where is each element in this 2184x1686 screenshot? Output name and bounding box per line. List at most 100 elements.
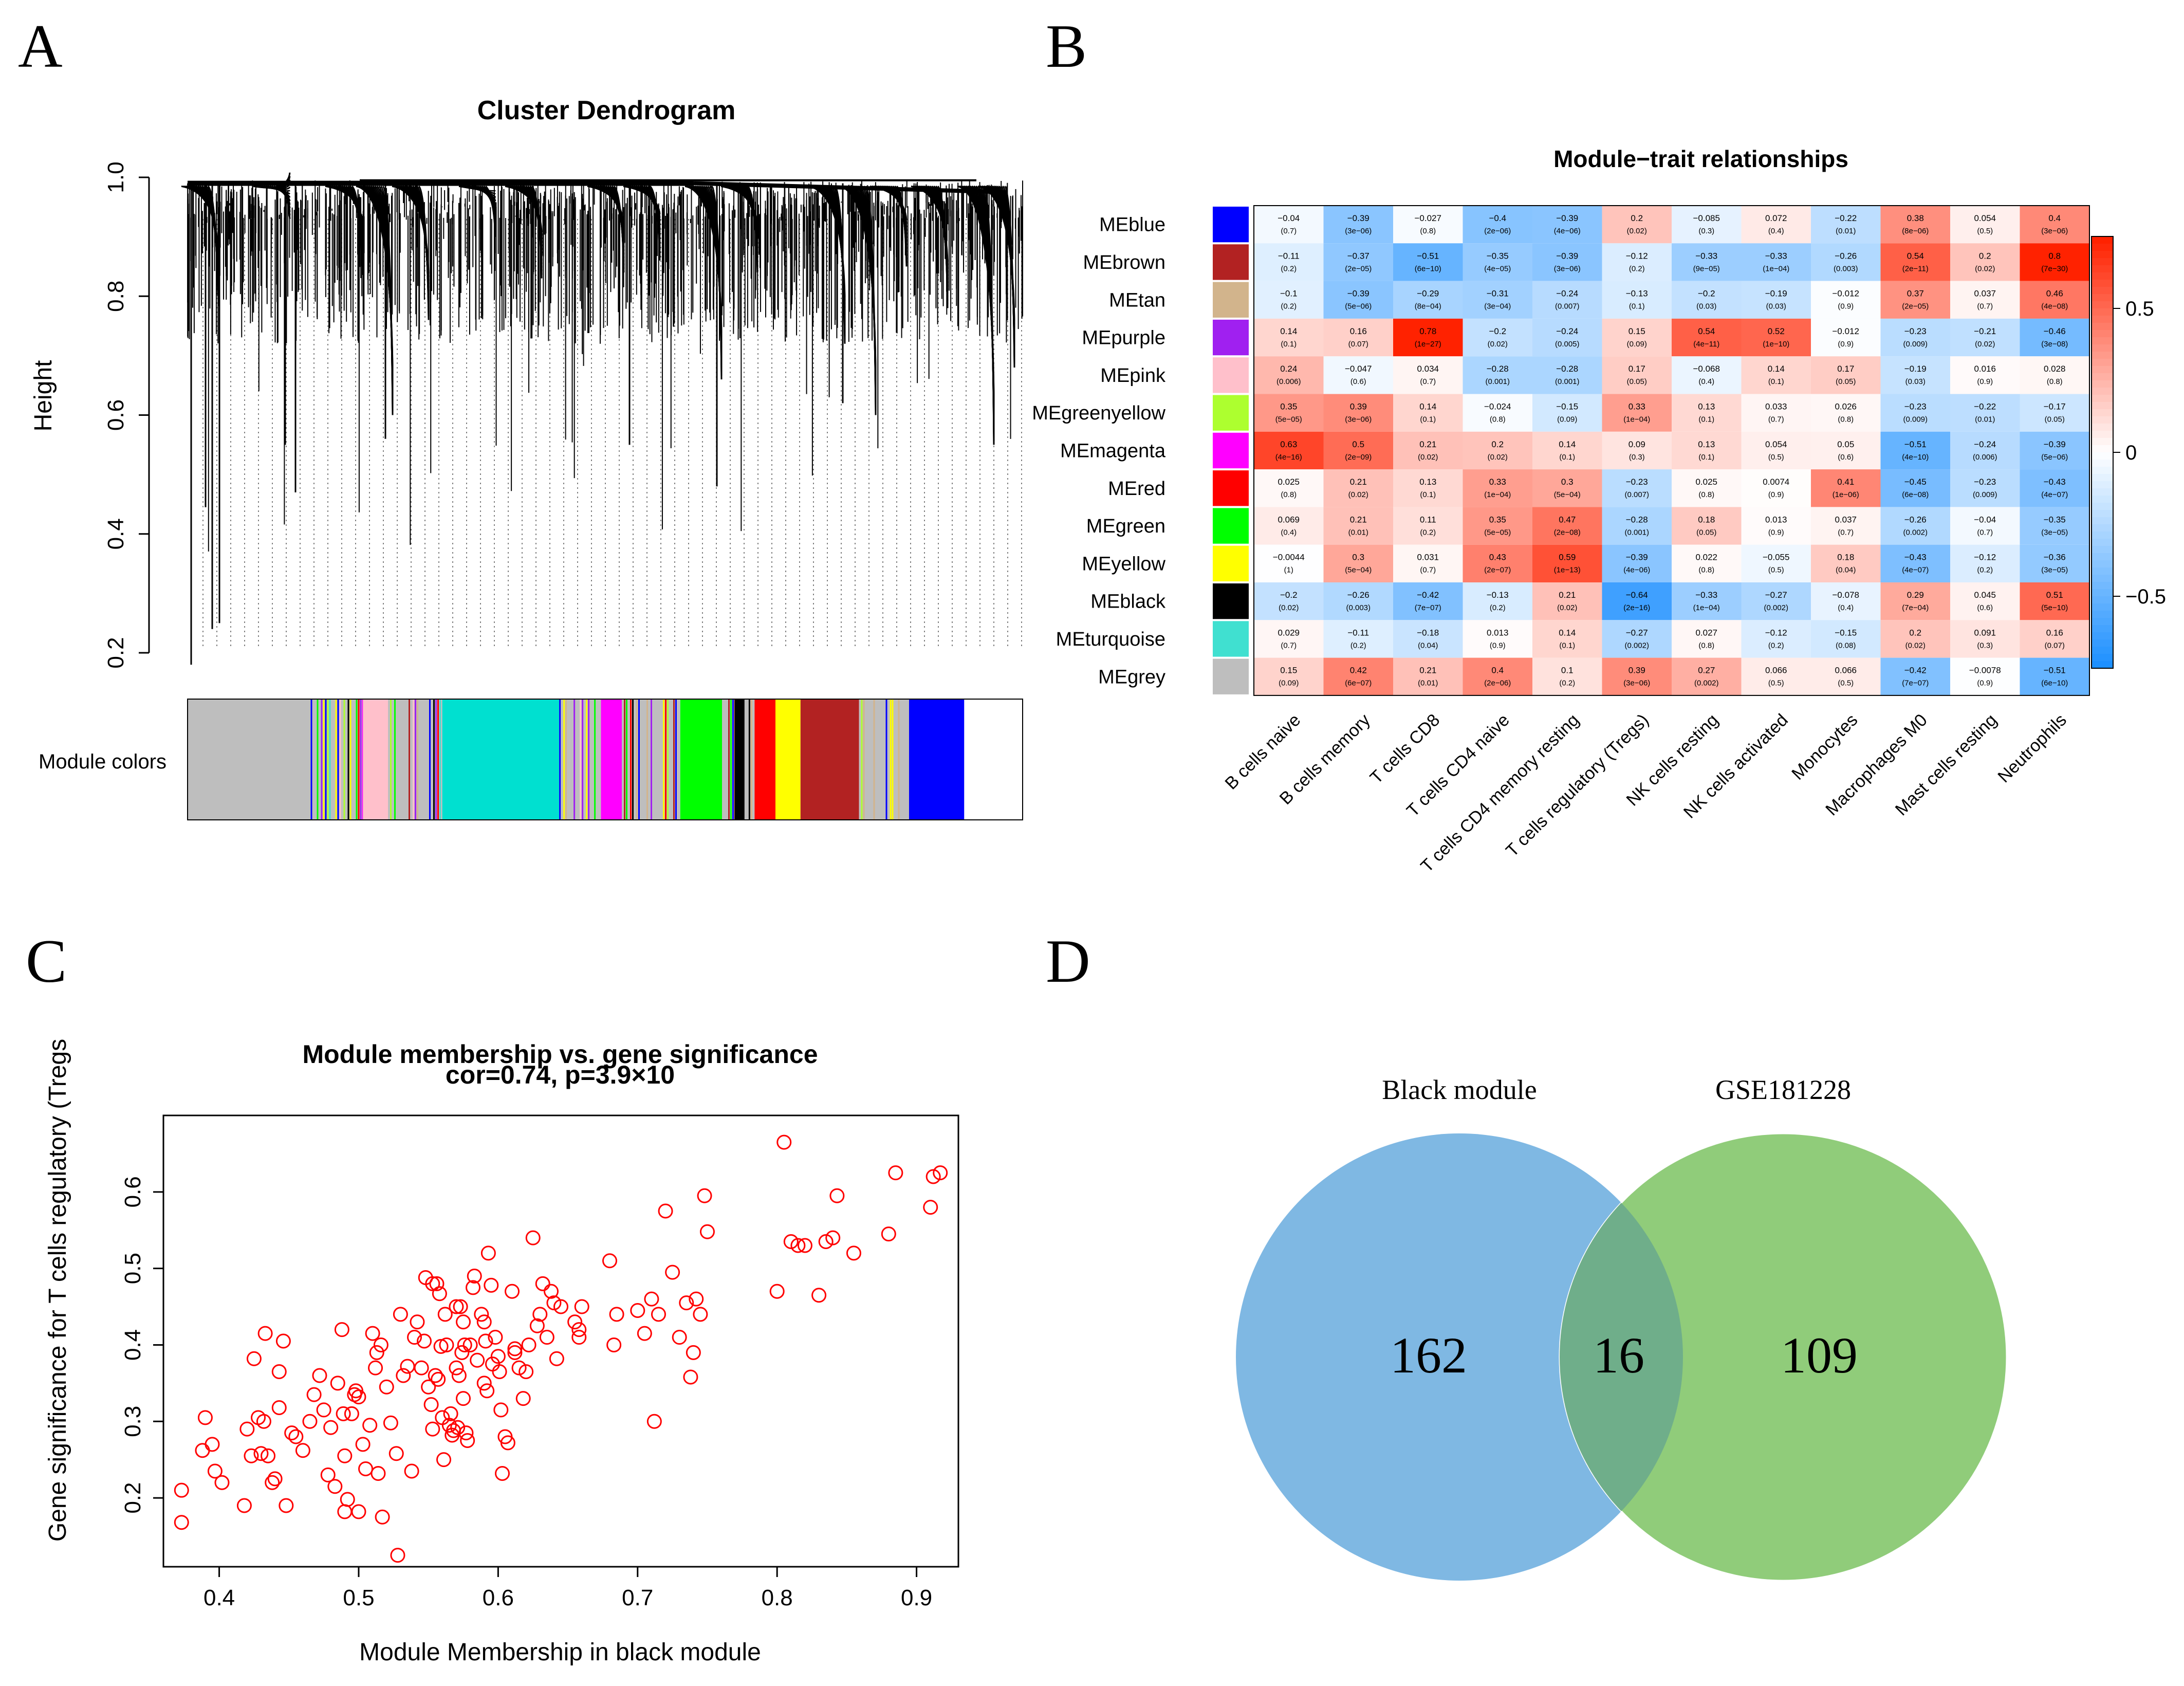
heatmap-cell: [1672, 243, 1742, 281]
module-color-segment: [586, 699, 588, 820]
legend-color-step: [2092, 567, 2113, 575]
heatmap-module-swatch: [1213, 282, 1249, 318]
heatmap-cell-pvalue: (4e−07): [2041, 490, 2068, 499]
heatmap-cell-value: 0.5: [1352, 439, 1364, 449]
heatmap-cell-value: 0.026: [1835, 402, 1857, 412]
scatter-point: [436, 1452, 452, 1468]
heatmap-cell: [1254, 544, 1324, 582]
heatmap-row-label: MEgreenyellow: [1032, 402, 1165, 424]
heatmap-cell-pvalue: (0.2): [1420, 528, 1436, 537]
module-color-segment: [310, 699, 312, 820]
heatmap-cell-value: 0.034: [1417, 364, 1439, 374]
heatmap-cell-value: 0.033: [1765, 402, 1787, 412]
heatmap-cell-value: 0.47: [1559, 515, 1576, 524]
module-color-segment: [337, 699, 339, 820]
heatmap-cell-pvalue: (0.001): [1485, 377, 1510, 386]
heatmap-cell-value: −0.23: [1904, 402, 1927, 412]
scatter-point: [549, 1351, 564, 1366]
heatmap-cell: [1811, 620, 1881, 658]
scatter-point: [466, 1280, 481, 1295]
scatter-x-tick-label: 0.8: [762, 1585, 793, 1610]
heatmap-cell-value: 0.066: [1765, 666, 1787, 675]
dendrogram-y-tick-label: 1.0: [103, 161, 128, 193]
heatmap-cell: [1323, 544, 1393, 582]
dendrogram-title: Cluster Dendrogram: [477, 96, 736, 125]
module-color-segment: [873, 699, 875, 820]
scatter-point: [926, 1169, 941, 1184]
legend-color-step: [2092, 416, 2113, 424]
heatmap-cell-value: 0.037: [1835, 515, 1857, 524]
scatter-point: [435, 1410, 450, 1425]
module-color-segment: [358, 699, 360, 820]
scatter-x-tick-label: 0.9: [901, 1585, 932, 1610]
scatter-point: [507, 1341, 523, 1357]
heatmap-cell: [1811, 507, 1881, 545]
module-color-segment: [730, 699, 732, 820]
heatmap-cell: [1463, 469, 1532, 507]
legend-color-step: [2092, 366, 2113, 374]
heatmap-cell-pvalue: (6e−10): [2041, 679, 2068, 688]
legend-color-step: [2092, 596, 2113, 604]
heatmap-cell-pvalue: (5e−05): [1484, 528, 1511, 537]
legend-color-step: [2092, 236, 2113, 244]
heatmap-module-swatch: [1213, 319, 1249, 356]
scatter-point: [375, 1509, 390, 1525]
legend-color-step: [2092, 373, 2113, 381]
panel-a-letter: A: [18, 12, 63, 80]
heatmap-cell: [1463, 318, 1532, 357]
scatter-point: [429, 1276, 445, 1291]
heatmap-cell-pvalue: (3e−06): [1345, 415, 1372, 424]
scatter-point: [316, 1402, 331, 1418]
venn-circle-black-module: [1236, 1133, 1683, 1581]
heatmap-cell-value: −0.51: [1904, 439, 1927, 449]
heatmap-cell-pvalue: (0.2): [1490, 603, 1506, 612]
heatmap-cell-pvalue: (0.007): [1555, 302, 1580, 311]
heatmap-cell-pvalue: (7e−07): [1415, 603, 1441, 612]
heatmap-cell-pvalue: (0.07): [1348, 340, 1368, 349]
scatter-point: [644, 1291, 659, 1307]
dendrogram-cluster-branch: [977, 185, 1015, 321]
module-color-segment: [630, 699, 632, 820]
heatmap-cell-pvalue: (1e−04): [1623, 415, 1650, 424]
scatter-point: [207, 1463, 223, 1479]
heatmap-cell-pvalue: (0.009): [1903, 415, 1928, 424]
heatmap-cell: [1672, 356, 1742, 394]
legend-color-step: [2092, 280, 2113, 287]
legend-color-step: [2092, 460, 2113, 467]
scatter-point: [437, 1307, 453, 1322]
legend-color-step: [2092, 287, 2113, 295]
scatter-point: [825, 1230, 841, 1245]
legend-color-step: [2092, 330, 2113, 338]
legend-color-step: [2092, 323, 2113, 331]
heatmap-cell-value: −0.17: [2044, 402, 2066, 412]
dendrogram-y-tick-label: 0.6: [103, 399, 128, 431]
heatmap-cell-value: 0.17: [1837, 364, 1854, 374]
heatmap-cell-value: −0.23: [1904, 326, 1927, 336]
heatmap-cell-pvalue: (0.002): [1694, 679, 1719, 688]
venn-label-gse181228: GSE181228: [1715, 1074, 1851, 1105]
heatmap-cell: [1254, 318, 1324, 357]
heatmap-cell-pvalue: (0.09): [1627, 340, 1647, 349]
heatmap-cell-pvalue: (0.9): [1838, 340, 1854, 349]
heatmap-color-legend: 0.5 0 −0.5: [2091, 236, 2166, 669]
scatter-x-tick-label: 0.5: [343, 1585, 374, 1610]
heatmap-cell-pvalue: (6e−10): [1415, 264, 1441, 273]
scatter-point: [450, 1420, 466, 1435]
heatmap-cell: [1323, 318, 1393, 357]
heatmap-cell-pvalue: (0.2): [1281, 264, 1297, 273]
heatmap-cell-value: −0.24: [1556, 326, 1578, 336]
heatmap-cell: [2020, 356, 2089, 394]
scatter-point: [443, 1406, 458, 1421]
heatmap-cell: [1463, 620, 1532, 658]
heatmap-cell-pvalue: (0.04): [1418, 641, 1438, 650]
heatmap-cell-value: −0.27: [1626, 628, 1648, 637]
scatter-point: [539, 1330, 554, 1345]
heatmap-cell: [1323, 431, 1393, 470]
legend-color-step: [2092, 611, 2113, 618]
heatmap-cell: [1393, 243, 1463, 281]
heatmap-cell-pvalue: (1e−06): [1833, 490, 1859, 499]
heatmap-cell-pvalue: (2e−05): [1345, 264, 1372, 273]
heatmap-cell-value: 0.54: [1907, 251, 1924, 261]
legend-color-step: [2092, 496, 2113, 503]
module-color-segment: [565, 699, 567, 820]
